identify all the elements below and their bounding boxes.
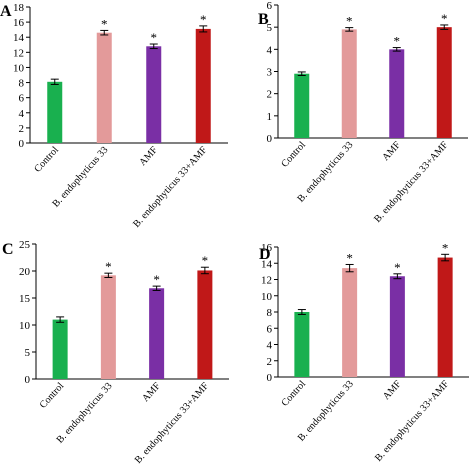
panel-label: C	[2, 241, 14, 258]
bar	[146, 46, 162, 143]
bar	[52, 319, 68, 379]
y-tick-label: 2	[267, 356, 273, 368]
panel-label: D	[259, 246, 271, 263]
y-tick-label: 12	[13, 47, 24, 59]
bar	[47, 81, 63, 143]
y-tick-label: 25	[19, 239, 31, 251]
significance-marker: *	[101, 16, 108, 31]
y-tick-label: 18	[13, 2, 25, 14]
bar	[195, 28, 211, 144]
y-tick-label: 4	[19, 108, 25, 120]
y-tick-label: 8	[267, 307, 273, 319]
bar	[149, 288, 165, 379]
x-category-label: B. endophyticus 33	[50, 145, 110, 210]
y-tick-label: 6	[267, 0, 273, 12]
x-category-label: Control	[32, 144, 61, 174]
significance-marker: *	[346, 250, 353, 265]
y-tick-label: 0	[19, 138, 25, 150]
x-category-label: AMF	[381, 378, 404, 402]
y-tick-label: 8	[19, 78, 25, 90]
x-category-label: Control	[279, 378, 308, 408]
significance-marker: *	[202, 253, 209, 268]
bar	[389, 276, 405, 377]
bar	[389, 49, 405, 139]
significance-marker: *	[153, 272, 160, 287]
y-tick-label: 16	[13, 17, 25, 29]
y-tick-label: 14	[13, 32, 25, 44]
y-tick-label: 4	[267, 340, 273, 352]
bar	[342, 268, 358, 377]
y-tick-label: 2	[267, 89, 273, 101]
bar	[96, 32, 112, 143]
y-tick-label: 6	[267, 323, 273, 335]
significance-marker: *	[394, 34, 401, 49]
panel-label: A	[0, 3, 12, 20]
x-category-label: AMF	[140, 380, 163, 404]
y-tick-label: 3	[267, 67, 273, 79]
bar	[197, 270, 213, 379]
x-category-label: AMF	[137, 144, 160, 168]
significance-marker: *	[442, 240, 449, 255]
significance-marker: *	[441, 11, 448, 26]
panel-label: B	[258, 11, 269, 28]
significance-marker: *	[346, 14, 353, 29]
significance-marker: *	[200, 12, 207, 27]
y-tick-label: 1	[267, 111, 273, 123]
y-tick-label: 20	[19, 266, 31, 278]
y-tick-label: 16	[261, 242, 273, 254]
y-tick-label: 10	[19, 320, 31, 332]
significance-marker: *	[105, 259, 112, 274]
y-tick-label: 4	[267, 44, 273, 56]
x-category-label: Control	[38, 380, 67, 410]
bar	[436, 27, 452, 139]
y-tick-label: 10	[261, 291, 273, 303]
significance-marker: *	[394, 260, 401, 275]
significance-marker: *	[151, 30, 158, 45]
bar	[341, 29, 357, 139]
y-tick-label: 5	[267, 22, 273, 34]
y-tick-label: 6	[19, 93, 25, 105]
x-category-label: Control	[279, 139, 308, 169]
y-tick-label: 0	[267, 133, 273, 145]
y-tick-label: 0	[267, 372, 273, 384]
bar	[437, 257, 453, 377]
y-tick-label: 12	[261, 275, 272, 287]
y-tick-label: 2	[19, 123, 25, 135]
bar	[100, 275, 116, 379]
y-tick-label: 10	[13, 62, 25, 74]
bar	[294, 312, 310, 377]
y-tick-label: 14	[261, 258, 273, 270]
y-tick-label: 0	[25, 374, 31, 386]
y-tick-label: 15	[19, 293, 31, 305]
y-tick-label: 5	[25, 347, 31, 359]
x-category-label: AMF	[380, 139, 403, 163]
bar	[294, 73, 310, 138]
